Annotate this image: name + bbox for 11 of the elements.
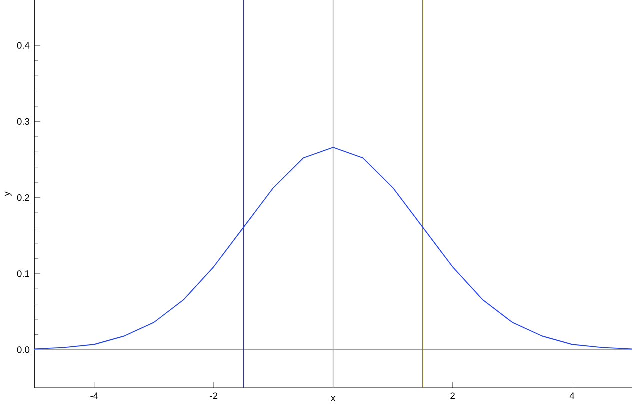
y-tick-label: 0.4 <box>17 42 30 49</box>
y-tick-label: 0.1 <box>17 270 30 278</box>
x-tick-label: 4 <box>570 392 575 400</box>
x-tick-label: -2 <box>210 392 218 400</box>
x-tick-label: 2 <box>450 392 455 400</box>
y-tick-label: 0.2 <box>17 194 30 202</box>
y-axis-title: y <box>4 192 12 196</box>
y-tick-label: 0.0 <box>17 346 30 354</box>
x-axis-title: x <box>331 396 336 402</box>
x-tick-label: -4 <box>90 392 98 400</box>
y-tick-label: 0.3 <box>17 118 30 126</box>
